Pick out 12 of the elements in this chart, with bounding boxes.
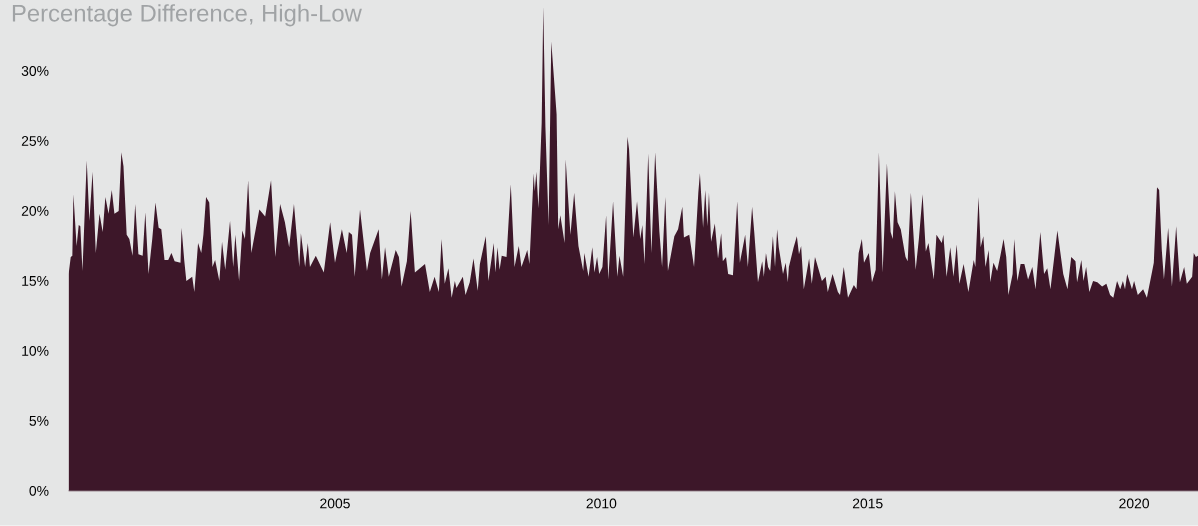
y-tick-label: 15%	[22, 276, 49, 286]
x-tick-label: 2020	[1119, 498, 1150, 509]
y-tick-label: 20%	[21, 206, 49, 216]
x-tick-label: 2015	[852, 498, 883, 509]
chart-title: Percentage Difference, High-Low	[12, 4, 362, 27]
x-tick-label: 2005	[320, 498, 350, 509]
y-tick-label: 25%	[21, 136, 49, 146]
y-tick-label: 30%	[21, 66, 49, 77]
y-tick-label: 10%	[22, 346, 49, 356]
y-tick-label: 0%	[29, 486, 49, 496]
y-tick-label: 5%	[29, 416, 49, 426]
x-tick-label: 2010	[586, 498, 617, 509]
